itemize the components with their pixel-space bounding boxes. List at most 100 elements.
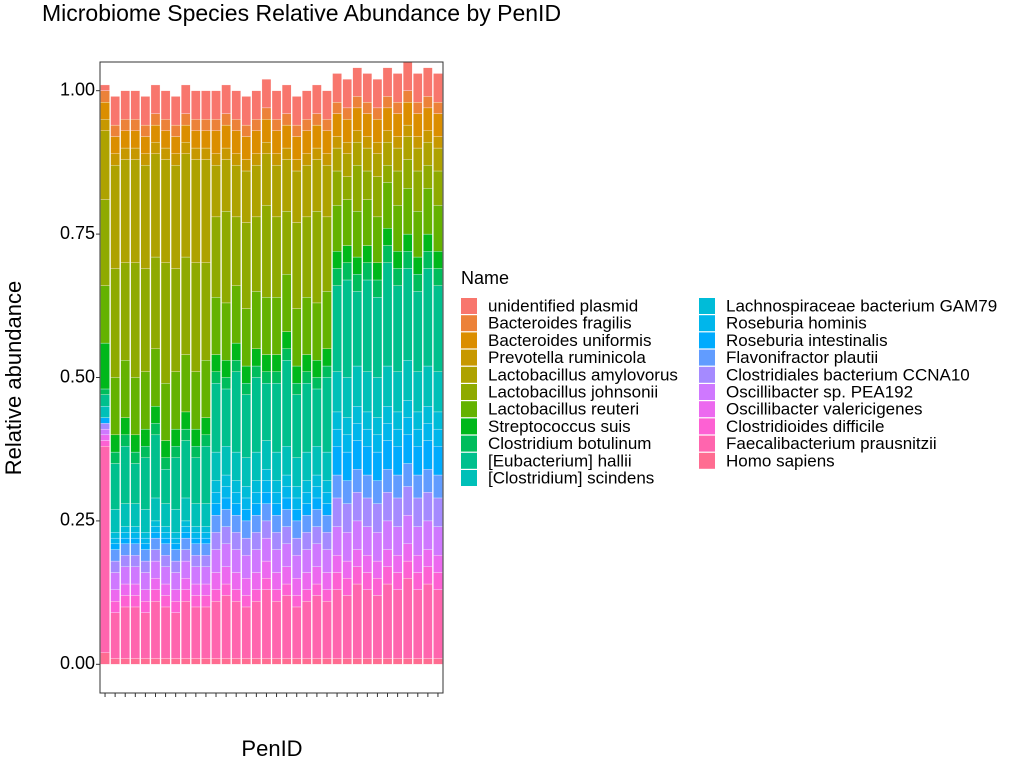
bar-segment — [181, 497, 191, 522]
legend-label: Roseburia hominis — [726, 314, 867, 333]
bar-segment — [332, 285, 342, 372]
bar-segment — [342, 658, 352, 665]
bar-segment — [160, 658, 171, 665]
bar-segment — [170, 96, 181, 126]
bar-segment — [211, 90, 221, 120]
bar-segment — [433, 205, 443, 252]
bar-segment — [251, 658, 262, 665]
bar-segment — [281, 360, 292, 447]
bar-segment — [221, 147, 231, 160]
bar-segment — [312, 509, 322, 527]
bar-segment — [433, 268, 443, 286]
bar-segment — [221, 658, 231, 665]
bar-segment — [201, 159, 211, 263]
bar-segment — [382, 228, 393, 246]
bar-segment — [362, 136, 373, 149]
bar-segment — [211, 165, 221, 218]
bar-segment — [322, 90, 332, 120]
bar-segment — [271, 589, 282, 602]
bar-segment — [191, 658, 201, 665]
bar-segment — [130, 130, 140, 149]
bar-segment — [322, 291, 332, 349]
bar-segment — [181, 601, 191, 659]
bar-segment — [191, 583, 201, 596]
bar-segment — [211, 451, 221, 481]
bar-segment — [281, 486, 292, 499]
bar-segment — [170, 572, 181, 590]
bar-segment — [221, 302, 231, 361]
bar-segment — [251, 492, 262, 504]
bar-segment — [110, 377, 120, 436]
bar-segment — [140, 428, 151, 447]
bar-segment — [221, 526, 231, 545]
bar-segment — [160, 262, 171, 384]
bar-segment — [130, 377, 140, 436]
bar-segment — [120, 606, 130, 659]
bar-segment — [201, 147, 211, 160]
bar-segment — [160, 537, 171, 545]
bar-segment — [201, 360, 211, 418]
legend-label: Bacteroides uniformis — [488, 331, 651, 350]
bar-segment — [302, 153, 312, 166]
bar-segment — [423, 423, 433, 441]
bar-segment — [150, 520, 161, 527]
bar-segment — [352, 130, 362, 143]
bar-segment — [362, 474, 373, 499]
legend-label: Oscillibacter sp. PEA192 — [726, 382, 913, 401]
bar-segment — [433, 428, 443, 447]
bar-segment — [100, 428, 110, 436]
bar-segment — [372, 176, 383, 218]
bar-segment — [372, 578, 383, 596]
bar-segment — [292, 159, 302, 172]
bar-segment — [110, 612, 120, 659]
bar-segment — [281, 159, 292, 212]
bar-segment — [352, 142, 362, 166]
bar-segment — [211, 503, 221, 516]
legend-key — [699, 315, 715, 332]
bar-segment — [342, 176, 352, 200]
bar-segment — [372, 279, 383, 298]
bar-segment — [292, 308, 302, 367]
bar-segment — [150, 142, 161, 154]
bar-segment — [261, 119, 272, 143]
bar-segment — [352, 365, 362, 407]
bar-segment — [181, 428, 191, 441]
bar-segment — [413, 170, 423, 212]
bar-segment — [423, 440, 433, 470]
bar-segment — [231, 549, 241, 573]
bar-segment — [201, 606, 211, 659]
bar-segment — [201, 446, 211, 504]
bar-segment — [181, 560, 191, 579]
bar-segment — [140, 124, 151, 137]
bar-segment — [150, 601, 161, 659]
bar-segment — [413, 291, 423, 372]
bar-segment — [261, 503, 272, 522]
bar-segment — [130, 566, 140, 585]
bar-segment — [413, 572, 423, 590]
bar-segment — [261, 520, 272, 539]
bar-segment — [392, 497, 403, 527]
bar-segment — [110, 601, 120, 613]
bar-segment — [392, 411, 403, 430]
bar-segment — [150, 589, 161, 602]
bar-segment — [261, 469, 272, 481]
bar-segment — [352, 469, 362, 493]
bar-segment — [130, 119, 140, 131]
bar-segment — [271, 532, 282, 550]
bar-segment — [100, 446, 110, 653]
bar-segment — [312, 159, 322, 212]
bar-segment — [261, 578, 272, 590]
bar-segment — [201, 555, 211, 567]
bar-segment — [271, 119, 282, 131]
bar-segment — [332, 170, 342, 206]
bar-segment — [413, 256, 423, 275]
bar-segment — [392, 572, 403, 590]
bar-segment — [120, 130, 130, 149]
bar-segment — [342, 119, 352, 143]
bar-segment — [201, 583, 211, 596]
bar-segment — [130, 262, 140, 378]
bar-segment — [110, 124, 120, 137]
bar-segment — [130, 532, 140, 539]
bar-segment — [251, 572, 262, 590]
bar-segment — [211, 153, 221, 166]
